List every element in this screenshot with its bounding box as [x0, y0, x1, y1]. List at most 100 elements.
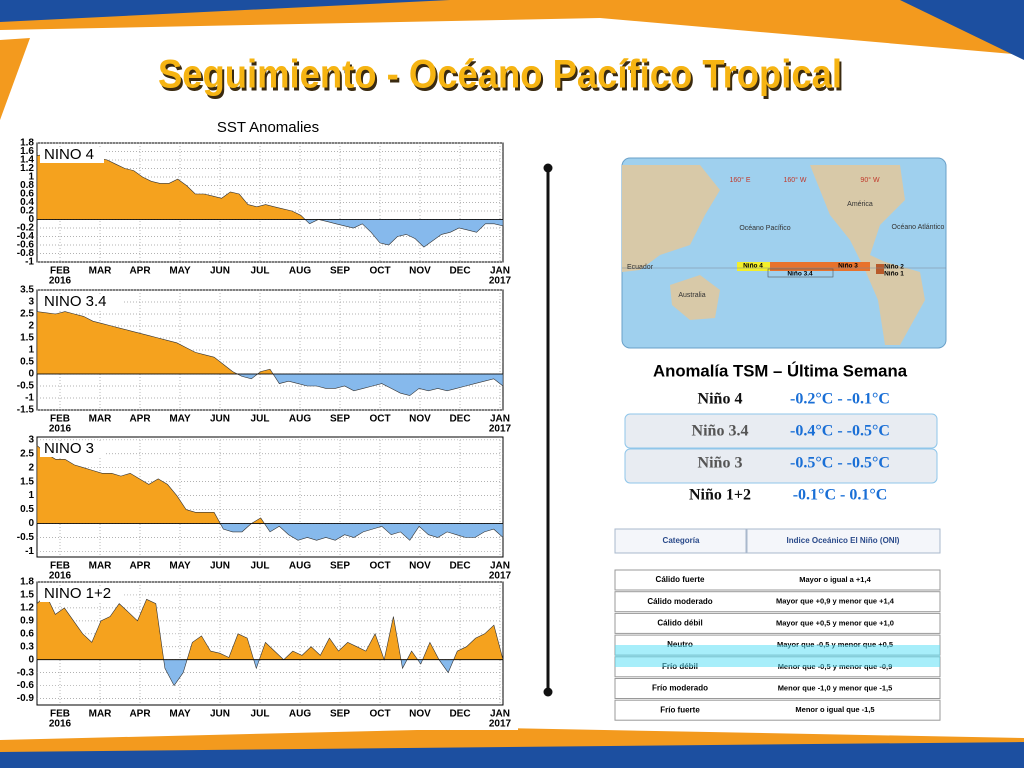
oni-range: Mayor que +0,9 y menor que +1,4	[776, 597, 895, 606]
x-year-label: 2016	[49, 276, 72, 287]
oni-header-cell	[746, 528, 941, 554]
oni-range: Menor que -1,0 y menor que -1,5	[778, 683, 893, 692]
y-tick-label: 0	[28, 214, 34, 225]
oni-header: Categoría	[663, 536, 700, 545]
x-tick-label: APR	[129, 709, 151, 720]
y-tick-label: 0	[28, 369, 34, 380]
y-tick-label: 2.5	[20, 448, 34, 459]
x-tick-label: APR	[129, 561, 151, 572]
map-label: América	[847, 201, 873, 208]
x-tick-label: NOV	[409, 561, 431, 572]
x-tick-label: FEB	[50, 561, 70, 572]
x-tick-label: JUN	[210, 266, 230, 277]
oni-range: Mayor que +0,5 y menor que +1,0	[776, 618, 894, 627]
y-tick-label: -1	[25, 393, 34, 404]
x-year-label: 2017	[489, 276, 512, 287]
oni-row	[614, 699, 941, 721]
chart-label: NINO 3	[44, 440, 94, 457]
y-tick-label: -0.5	[17, 381, 35, 392]
x-tick-label: JUL	[251, 266, 270, 277]
oni-category: Frío fuerte	[660, 705, 700, 714]
y-tick-label: 2	[28, 462, 34, 473]
map-label: Océano Pacífico	[739, 225, 790, 232]
x-year-label: 2016	[49, 719, 72, 730]
y-tick-label: 0.8	[20, 180, 34, 191]
chart-label-bg	[40, 441, 104, 457]
map-label: Ecuador	[627, 264, 654, 271]
y-tick-label: -0.8	[17, 248, 35, 259]
x-tick-label: FEB	[50, 266, 70, 277]
x-tick-label: JUL	[251, 561, 270, 572]
x-tick-label: NOV	[409, 414, 431, 425]
y-tick-label: -0.6	[17, 240, 35, 251]
x-tick-label: AUG	[289, 414, 311, 425]
anomaly-region: Niño 4	[698, 391, 743, 408]
region-box	[737, 262, 770, 271]
oni-category: Cálido débil	[657, 619, 702, 628]
x-tick-label: MAR	[89, 709, 113, 720]
x-tick-label: OCT	[369, 266, 390, 277]
land-america	[810, 165, 925, 345]
map-label: Océano Atlántico	[892, 224, 945, 231]
divider-end	[543, 163, 553, 173]
anomaly-value: -0.5°C - -0.5°C	[790, 455, 890, 472]
x-tick-label: NOV	[409, 709, 431, 720]
y-tick-label: 0	[28, 518, 34, 529]
x-year-label: 2017	[489, 571, 512, 582]
y-tick-label: 0.2	[20, 206, 34, 217]
y-tick-label: -1	[25, 257, 34, 268]
y-tick-label: 0.9	[20, 615, 34, 626]
x-tick-label: MAY	[169, 561, 191, 572]
y-tick-label: -0.5	[17, 532, 35, 543]
x-year-label: 2016	[49, 571, 72, 582]
anomaly-region: Niño 3.4	[692, 423, 749, 440]
y-tick-label: 1.2	[20, 603, 34, 614]
top-stripe-blue	[0, 0, 450, 22]
anomaly-value: -0.1°C - 0.1°C	[793, 487, 888, 504]
x-tick-label: OCT	[369, 709, 390, 720]
oni-range: Menor o igual que -1,5	[795, 705, 874, 714]
y-tick-label: 0.3	[20, 641, 34, 652]
oni-header-cell	[614, 528, 747, 554]
y-tick-label: 0.5	[20, 504, 34, 515]
x-tick-label: NOV	[409, 266, 431, 277]
y-tick-label: 2	[28, 321, 34, 332]
land-asia	[622, 165, 720, 272]
x-tick-label: MAR	[89, 561, 113, 572]
x-tick-label: JUL	[251, 709, 270, 720]
anomaly-region: Niño 1+2	[689, 487, 751, 504]
y-tick-label: 3	[28, 297, 34, 308]
y-tick-label: 1	[28, 172, 34, 183]
y-tick-label: 1.2	[20, 163, 34, 174]
anomaly-heading: Anomalía TSM – Última Semana	[653, 361, 908, 380]
x-tick-label: DEC	[449, 266, 470, 277]
y-tick-label: 3	[28, 434, 34, 445]
region-box	[770, 262, 870, 271]
x-tick-label: APR	[129, 266, 151, 277]
oni-range: Mayor que -0,5 y menor que +0,5	[777, 640, 893, 649]
y-tick-label: 3.5	[20, 285, 34, 296]
map-label: 160° W	[783, 176, 806, 184]
x-tick-label: JUL	[251, 414, 270, 425]
row-highlight	[624, 448, 938, 484]
divider-end	[543, 687, 553, 697]
oni-category: Cálido fuerte	[656, 575, 705, 584]
x-tick-label: DEC	[449, 561, 470, 572]
anomaly-value: -0.4°C - -0.5°C	[790, 423, 890, 440]
x-tick-label: AUG	[289, 561, 311, 572]
x-tick-label: JAN	[490, 414, 510, 425]
y-tick-label: -1.5	[17, 405, 35, 416]
y-tick-label: 0.6	[20, 189, 34, 200]
anomaly-area	[36, 444, 504, 541]
map-region: Niño 1	[884, 271, 904, 278]
y-tick-label: 1.5	[20, 476, 34, 487]
land-australia	[670, 275, 720, 320]
y-tick-label: -0.4	[17, 231, 35, 242]
x-year-label: 2016	[49, 424, 72, 435]
x-tick-label: SEP	[330, 266, 350, 277]
chart-heading: SST Anomalies	[217, 119, 319, 136]
y-tick-label: 1	[28, 345, 34, 356]
x-tick-label: FEB	[50, 414, 70, 425]
chart-label: NINO 3.4	[44, 293, 107, 310]
